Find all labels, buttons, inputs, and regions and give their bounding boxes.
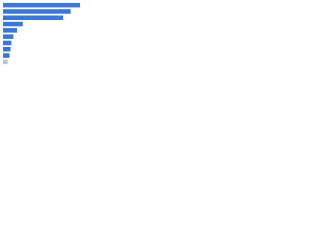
chart xyxy=(3,2,81,65)
bar xyxy=(3,46,11,52)
bar xyxy=(3,21,23,27)
bar xyxy=(3,15,64,21)
bar xyxy=(3,9,71,14)
bar xyxy=(3,53,10,58)
bar xyxy=(3,40,12,46)
bar xyxy=(3,59,8,65)
bar xyxy=(3,28,18,33)
bar xyxy=(3,34,14,39)
bar xyxy=(3,2,81,8)
